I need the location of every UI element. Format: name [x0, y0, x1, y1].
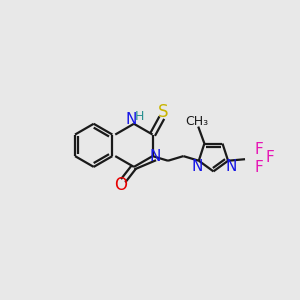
Text: O: O: [114, 176, 127, 194]
Text: N: N: [226, 159, 237, 174]
Text: S: S: [158, 103, 169, 121]
Text: H: H: [135, 110, 144, 123]
Text: CH₃: CH₃: [185, 115, 208, 128]
Text: F: F: [265, 150, 274, 165]
Text: N: N: [126, 112, 137, 127]
Text: F: F: [254, 142, 263, 158]
Text: F: F: [254, 160, 263, 175]
Text: N: N: [149, 149, 160, 164]
Text: N: N: [192, 159, 203, 174]
